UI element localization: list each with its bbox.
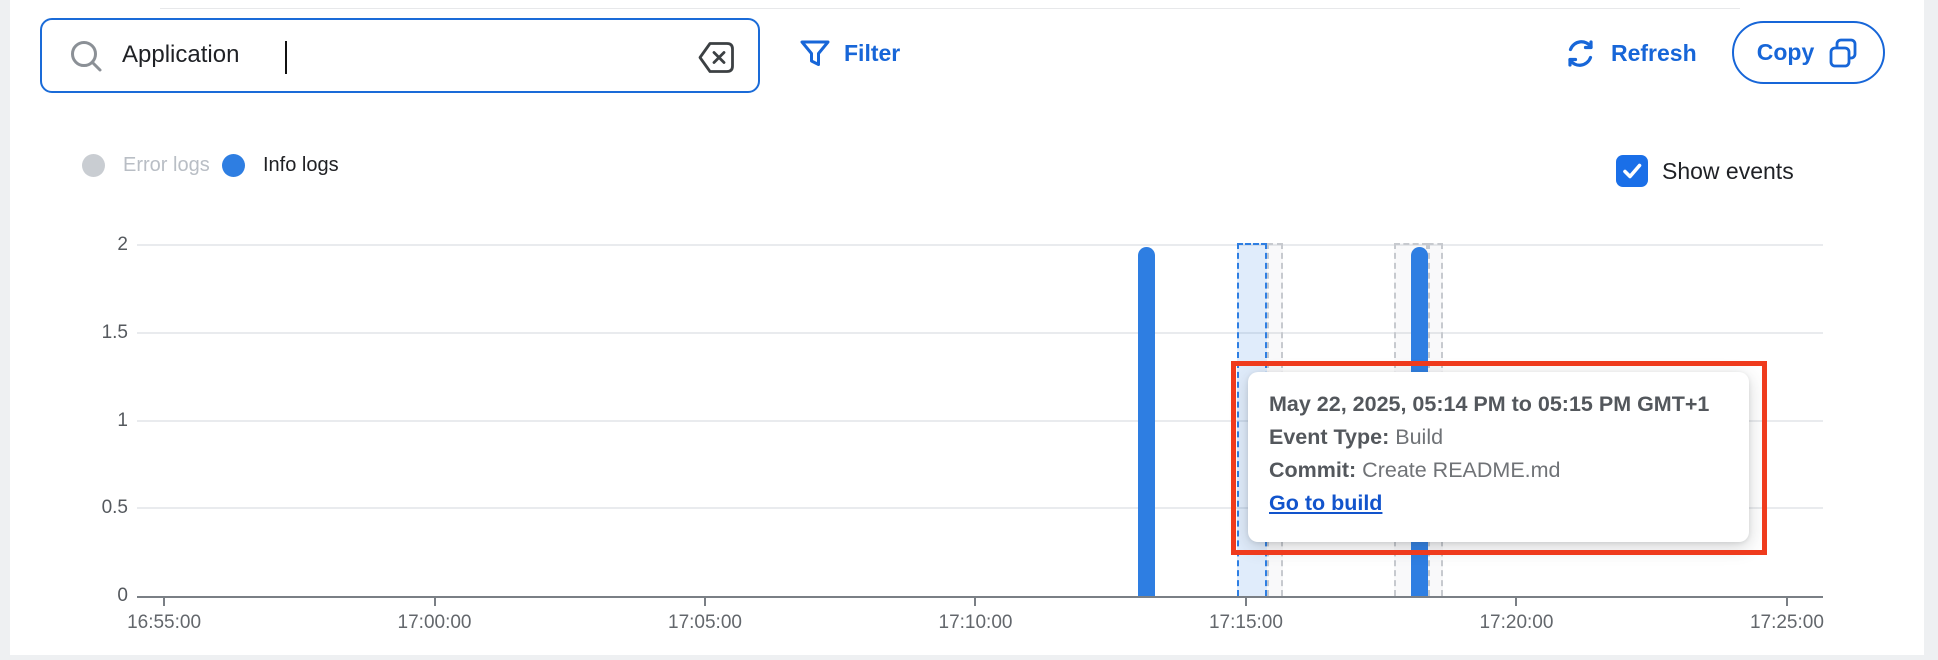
x-axis-tick-label: 17:05:00 (668, 612, 742, 633)
top-divider (160, 8, 1740, 9)
x-axis-tick-label: 17:25:00 (1749, 612, 1824, 633)
y-axis-tick-label: 0.5 (101, 497, 128, 519)
x-axis-tick-mark (974, 596, 977, 606)
tooltip-event-type-value: Build (1395, 425, 1444, 449)
y-axis-tick-label: 1 (117, 409, 128, 431)
x-axis-tick-label: 16:55:00 (127, 612, 202, 633)
y-gridline (137, 331, 1823, 334)
search-icon (66, 37, 108, 79)
event-tooltip: May 22, 2025, 05:14 PM to 05:15 PM GMT+1… (1248, 372, 1749, 542)
x-axis-tick-label: 17:15:00 (1208, 612, 1283, 633)
tooltip-event-type-label: Event Type: (1269, 425, 1390, 449)
funnel-icon (798, 36, 832, 70)
log-count-bar[interactable] (1138, 247, 1156, 596)
y-gridline (137, 419, 1823, 422)
error-logs-dot-icon (82, 154, 105, 177)
search-box[interactable] (40, 18, 760, 93)
x-axis-tick-mark (1785, 596, 1788, 606)
show-events-toggle[interactable]: Show events (1616, 155, 1794, 187)
y-axis-tick-label: 0 (117, 585, 128, 606)
x-axis-line (137, 596, 1823, 598)
tooltip-commit-row: Commit: Create README.md (1269, 454, 1728, 487)
x-axis-tick-mark (433, 596, 436, 606)
y-gridline (137, 244, 1823, 246)
refresh-button-label: Refresh (1611, 40, 1697, 66)
x-axis-tick-mark (1515, 596, 1518, 606)
show-events-label: Show events (1662, 157, 1794, 184)
legend-error-label: Error logs (123, 154, 210, 176)
clear-search-button[interactable] (696, 39, 736, 76)
tooltip-time-range: May 22, 2025, 05:14 PM to 05:15 PM GMT+1 (1269, 392, 1710, 416)
legend-info-label: Info logs (263, 154, 339, 176)
circular-arrows-icon (1562, 35, 1599, 72)
legend-item-error-logs[interactable]: Error logs (82, 154, 210, 177)
filter-button[interactable]: Filter (798, 36, 900, 70)
x-axis-tick-mark (163, 596, 166, 606)
y-gridline (137, 507, 1823, 510)
info-logs-dot-icon (222, 154, 245, 177)
clear-backspace-icon (696, 39, 736, 76)
filter-button-label: Filter (844, 39, 901, 66)
tooltip-event-type-row: Event Type: Build (1269, 421, 1728, 454)
go-to-build-link[interactable]: Go to build (1269, 491, 1383, 515)
y-axis-tick-label: 2 (117, 234, 128, 255)
copy-pages-icon (1826, 36, 1860, 70)
search-input[interactable] (122, 22, 702, 88)
copy-button[interactable]: Copy (1732, 21, 1885, 84)
tooltip-commit-label: Commit: (1269, 458, 1357, 482)
x-axis-tick-label: 17:00:00 (397, 612, 472, 633)
x-axis-tick-mark (1244, 596, 1247, 606)
x-axis-tick-mark (704, 596, 706, 606)
panel-background (10, 0, 1924, 655)
checked-checkbox-icon[interactable] (1616, 155, 1648, 187)
x-axis-tick-label: 17:20:00 (1479, 612, 1554, 633)
text-cursor (285, 41, 287, 74)
y-axis-tick-label: 1.5 (101, 321, 128, 343)
legend-item-info-logs[interactable]: Info logs (222, 154, 339, 177)
copy-button-label: Copy (1756, 39, 1815, 65)
tooltip-commit-value: Create README.md (1362, 458, 1561, 482)
refresh-button[interactable]: Refresh (1562, 35, 1697, 72)
x-axis-tick-label: 17:10:00 (938, 612, 1013, 633)
